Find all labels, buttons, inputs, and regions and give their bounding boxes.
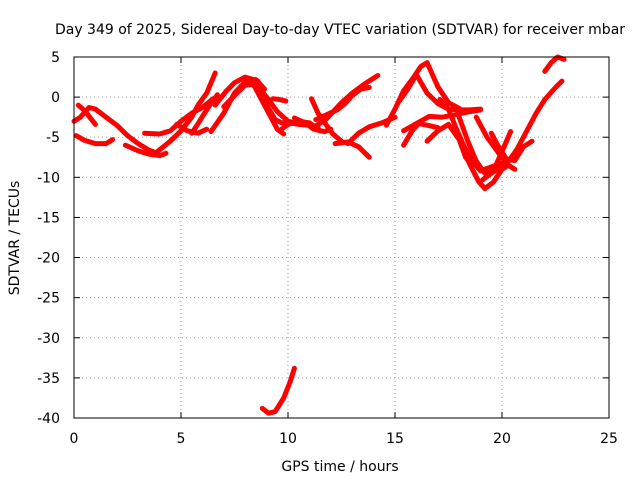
- x-tick-label: 25: [600, 431, 618, 447]
- series-arc-32: [480, 78, 565, 183]
- series-arc-2: [73, 133, 115, 147]
- series-arc-25: [401, 107, 484, 134]
- y-tick-labels: 5 0 -5 -10 -15 -20 -25 -30 -35 -40: [37, 50, 60, 427]
- series-arc-16: [291, 115, 334, 135]
- y-tick-label: -30: [37, 331, 60, 347]
- series-arc-18: [313, 73, 381, 129]
- series-arc-4: [122, 142, 169, 159]
- plot-frame: [73, 56, 610, 419]
- chart-title: Day 349 of 2025, Sidereal Day-to-day VTE…: [55, 22, 625, 38]
- y-tick-label: -35: [37, 371, 60, 387]
- series-arc-3: [75, 102, 98, 127]
- series-arc-20: [332, 139, 372, 160]
- x-tick-label: 10: [279, 431, 297, 447]
- y-tick-label: 0: [51, 90, 60, 106]
- data-series: [71, 54, 567, 416]
- series-arc-30: [473, 114, 509, 164]
- series-arc-8: [189, 92, 220, 136]
- y-tick-label: -5: [46, 130, 60, 146]
- x-tick-label: 15: [386, 431, 404, 447]
- series-arc-29: [458, 142, 518, 192]
- series-arc-19: [309, 96, 344, 144]
- series-arc-34: [259, 365, 297, 416]
- series-arc-15: [270, 96, 289, 104]
- y-tick-label: -10: [37, 170, 60, 186]
- y-tick-label: -40: [37, 411, 60, 427]
- y-tick-label: -15: [37, 210, 60, 226]
- y-axis-label: SDTVAR / TECUs: [7, 181, 23, 296]
- x-tick-label: 5: [177, 431, 186, 447]
- series-arc-28: [456, 114, 514, 176]
- series-arc-33: [542, 54, 567, 74]
- y-tick-label: -20: [37, 251, 60, 267]
- x-tick-label: 20: [493, 431, 511, 447]
- y-tick-label: 5: [51, 50, 60, 66]
- y-tick-label: -25: [37, 291, 60, 307]
- series-arc-10: [212, 74, 261, 108]
- x-axis-label: GPS time / hours: [281, 459, 398, 475]
- x-tick-labels: 0 5 10 15 20 25: [70, 431, 618, 447]
- x-tick-label: 0: [70, 431, 79, 447]
- series-arc-6: [152, 70, 218, 156]
